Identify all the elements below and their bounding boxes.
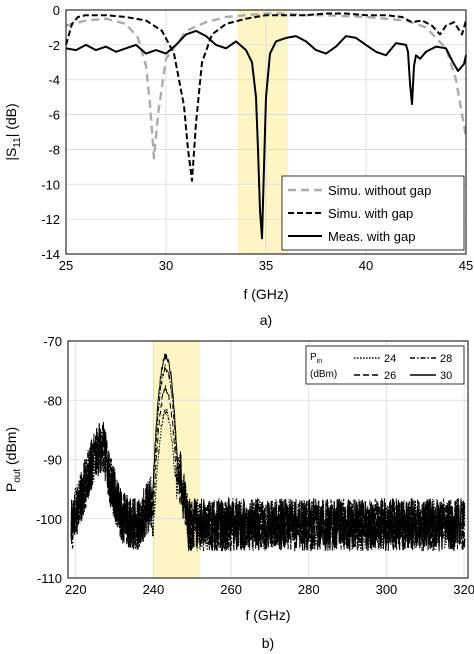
x-tick-label: 40 — [359, 258, 373, 273]
panel-label-a: a) — [260, 312, 272, 328]
legend-a: Simu. without gap Simu. with gap Meas. wit… — [281, 175, 465, 251]
y-axis-label-b-sub: out — [12, 469, 23, 483]
x-tick-label: 25 — [59, 258, 73, 273]
ticks-b: 220 240 260 280 300 320 -70 -80 -90 -100 -110 — [36, 334, 474, 597]
y-axis-label-a-main: |S — [3, 148, 19, 161]
plot-frame-a — [65, 9, 467, 255]
chart-a: 25 30 35 40 45 0 -2 -4 -6 -8 -10 -12 -14 Simu. witho… — [3, 3, 473, 328]
y-tick-label: -8 — [48, 142, 60, 157]
x-tick-label: 240 — [143, 582, 165, 597]
x-tick-label: 280 — [298, 582, 320, 597]
y-tick-label: -10 — [41, 177, 60, 192]
y-tick-label: 0 — [53, 3, 60, 18]
y-tick-label: -90 — [43, 453, 62, 468]
series-line — [70, 409, 466, 552]
y-tick-label: -110 — [37, 571, 62, 586]
series-line — [65, 29, 467, 240]
x-tick-label: 35 — [259, 258, 273, 273]
legend-box-b — [305, 345, 465, 385]
y-tick-label: -14 — [41, 247, 60, 262]
legend-label: 30 — [440, 370, 452, 382]
y-axis-label-a-unit: | (dB) — [3, 103, 19, 137]
x-axis-label-b: f (GHz) — [245, 607, 290, 623]
legend-label: Meas. with gap — [328, 229, 415, 244]
legend-b: Pin (dBm) 24 26 28 30 — [305, 345, 465, 385]
x-tick-label: 300 — [376, 582, 398, 597]
plot-frame-b — [67, 340, 469, 579]
y-tick-label: -6 — [48, 108, 60, 123]
legend-label: 28 — [440, 353, 452, 365]
y-axis-label-a: |S11| (dB) — [3, 103, 23, 160]
y-tick-label: -100 — [36, 512, 62, 527]
legend-title-b-sub: in — [317, 358, 323, 365]
y-axis-label-b: Pout (dBm) — [3, 427, 23, 492]
chart-b: 220 240 260 280 300 320 -70 -80 -90 -100 -110 Pin … — [3, 334, 474, 651]
y-axis-label-a-sub: 11 — [12, 137, 23, 148]
series-line — [65, 12, 467, 182]
x-tick-label: 220 — [65, 582, 87, 597]
y-axis-label-b-main: P — [3, 483, 19, 492]
legend-label: 26 — [384, 370, 396, 382]
y-tick-label: -2 — [48, 38, 60, 53]
ticks-a: 25 30 35 40 45 0 -2 -4 -6 -8 -10 -12 -14 — [41, 3, 473, 273]
legend-title-b-unit: (dBm) — [310, 369, 337, 380]
y-tick-label: -4 — [48, 73, 60, 88]
x-tick-label: 320 — [453, 582, 474, 597]
y-tick-label: -70 — [43, 334, 62, 349]
legend-label: Simu. with gap — [328, 206, 413, 221]
x-tick-label: 45 — [459, 258, 473, 273]
y-tick-label: -80 — [43, 393, 62, 408]
x-tick-label: 260 — [220, 582, 242, 597]
x-tick-label: 30 — [159, 258, 173, 273]
panel-label-b: b) — [262, 635, 274, 651]
series-b — [70, 353, 466, 553]
y-axis-label-b-unit: (dBm) — [3, 427, 19, 469]
legend-title-b: Pin — [310, 352, 322, 365]
legend-label: Simu. without gap — [328, 183, 431, 198]
y-tick-label: -12 — [41, 212, 60, 227]
x-axis-label-a: f (GHz) — [243, 286, 288, 302]
legend-label: 24 — [384, 353, 396, 365]
series-a — [65, 12, 468, 240]
legend-title-b-main: P — [310, 352, 317, 363]
legend-box-a — [281, 175, 465, 251]
